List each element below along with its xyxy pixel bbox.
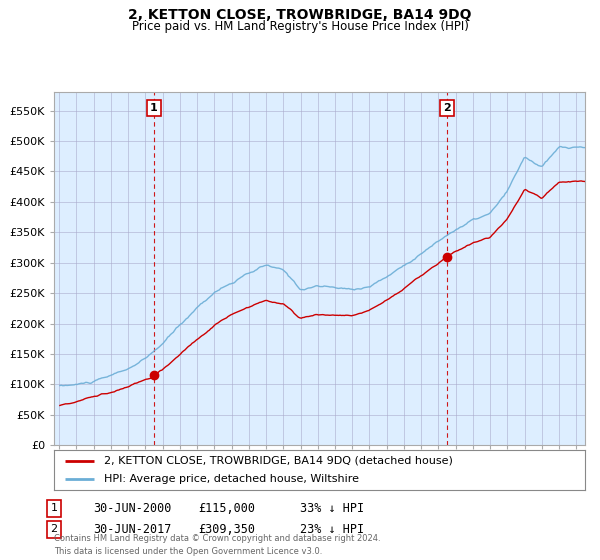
Text: 23% ↓ HPI: 23% ↓ HPI: [300, 522, 364, 536]
Text: 30-JUN-2000: 30-JUN-2000: [93, 502, 172, 515]
Text: 2, KETTON CLOSE, TROWBRIDGE, BA14 9DQ (detached house): 2, KETTON CLOSE, TROWBRIDGE, BA14 9DQ (d…: [104, 456, 454, 465]
Text: 2: 2: [443, 103, 451, 113]
Text: 1: 1: [50, 503, 58, 514]
Text: HPI: Average price, detached house, Wiltshire: HPI: Average price, detached house, Wilt…: [104, 474, 359, 484]
Text: £115,000: £115,000: [198, 502, 255, 515]
Text: Price paid vs. HM Land Registry's House Price Index (HPI): Price paid vs. HM Land Registry's House …: [131, 20, 469, 32]
Text: 2, KETTON CLOSE, TROWBRIDGE, BA14 9DQ: 2, KETTON CLOSE, TROWBRIDGE, BA14 9DQ: [128, 8, 472, 22]
Text: Contains HM Land Registry data © Crown copyright and database right 2024.
This d: Contains HM Land Registry data © Crown c…: [54, 534, 380, 556]
Text: 2: 2: [50, 524, 58, 534]
Text: £309,350: £309,350: [198, 522, 255, 536]
Text: 1: 1: [150, 103, 158, 113]
Text: 30-JUN-2017: 30-JUN-2017: [93, 522, 172, 536]
Text: 33% ↓ HPI: 33% ↓ HPI: [300, 502, 364, 515]
